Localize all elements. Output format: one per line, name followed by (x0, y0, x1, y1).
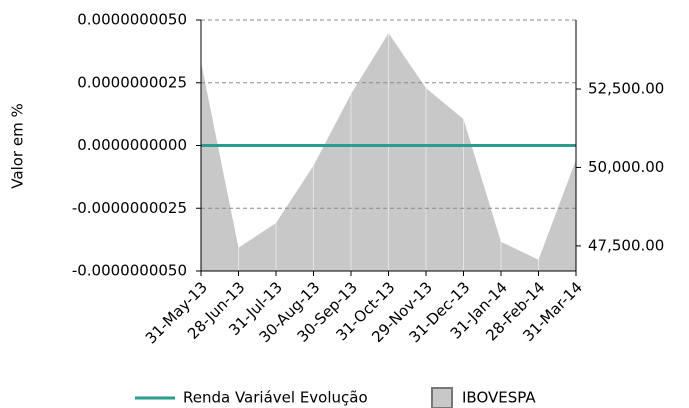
legend-label: IBOVESPA (462, 389, 536, 407)
legend-swatch (431, 387, 453, 408)
y2-tick-label: 52,500.00 (588, 80, 664, 98)
y-tick-label: -0.0000000050 (72, 262, 187, 280)
y-tick-label: -0.0000000025 (72, 199, 187, 217)
y-tick-label: 0.0000000050 (77, 11, 187, 29)
y-tick-label: 0.0000000000 (77, 136, 187, 154)
y2-tick-label: 47,500.00 (588, 236, 664, 254)
legend-label: Renda Variável Evolução (183, 389, 368, 407)
y2-tick-label: 50,000.00 (588, 158, 664, 176)
y-axis-label: Valor em % (9, 103, 27, 188)
y-tick-label: 0.0000000025 (77, 73, 187, 91)
